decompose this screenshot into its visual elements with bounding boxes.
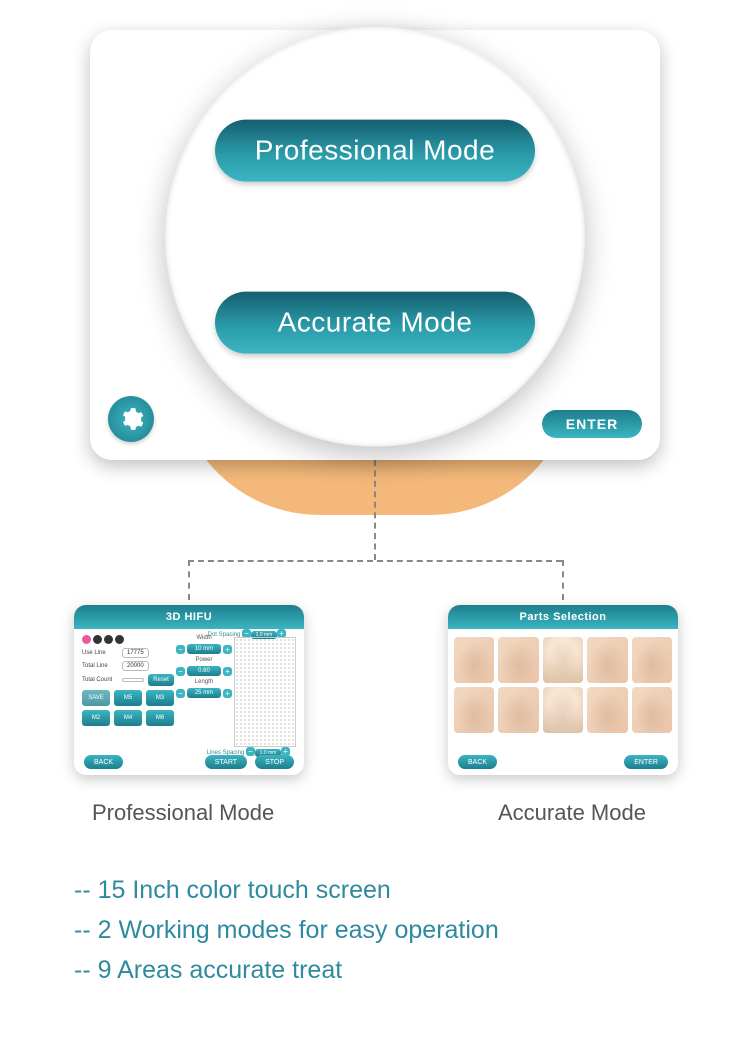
plus-button[interactable]: + bbox=[223, 689, 232, 698]
power-label: Power bbox=[195, 657, 212, 663]
plus-button[interactable]: + bbox=[223, 645, 232, 654]
body-part-tile[interactable] bbox=[498, 637, 538, 683]
pro-screen-title: 3D HIFU bbox=[74, 605, 304, 629]
probe-icon bbox=[104, 635, 113, 644]
feature-list: -- 15 Inch color touch screen -- 2 Worki… bbox=[74, 870, 499, 990]
body-part-tile[interactable] bbox=[454, 637, 494, 683]
accurate-caption: Accurate Mode bbox=[498, 800, 646, 826]
probe-icon bbox=[115, 635, 124, 644]
length-label: Length bbox=[195, 679, 213, 685]
settings-button[interactable] bbox=[108, 396, 154, 442]
probe-icon bbox=[93, 635, 102, 644]
body-part-tile[interactable] bbox=[454, 687, 494, 733]
main-mode-panel: Professional Mode Accurate Mode ENTER bbox=[90, 30, 660, 460]
back-button[interactable]: BACK bbox=[458, 755, 497, 769]
parts-selection-preview: Parts Selection BACK ENTER bbox=[448, 605, 678, 775]
minus-button[interactable]: − bbox=[176, 689, 185, 698]
memory-button[interactable]: M2 bbox=[82, 710, 110, 726]
minus-button[interactable]: − bbox=[176, 645, 185, 654]
memory-button[interactable]: SAVE bbox=[82, 690, 110, 706]
total-line-value: 20000 bbox=[122, 661, 149, 671]
power-value: 0.60 bbox=[187, 666, 221, 676]
professional-mode-button[interactable]: Professional Mode bbox=[215, 120, 535, 182]
body-part-tile[interactable] bbox=[632, 637, 672, 683]
total-count-label: Total Count bbox=[82, 677, 118, 683]
memory-button[interactable]: M6 bbox=[146, 710, 174, 726]
body-part-tile[interactable] bbox=[498, 687, 538, 733]
gear-icon bbox=[118, 406, 144, 432]
mode-magnifier: Professional Mode Accurate Mode bbox=[165, 27, 585, 447]
body-part-tile[interactable] bbox=[543, 637, 583, 683]
use-line-value: 17775 bbox=[122, 648, 149, 658]
memory-button[interactable]: M5 bbox=[114, 690, 142, 706]
width-value: 10 mm bbox=[187, 644, 221, 654]
body-part-tile[interactable] bbox=[632, 687, 672, 733]
parts-screen-title: Parts Selection bbox=[448, 605, 678, 629]
total-count-value bbox=[122, 678, 144, 682]
connector-line bbox=[188, 560, 190, 600]
start-button[interactable]: START bbox=[205, 755, 247, 769]
parts-grid bbox=[448, 629, 678, 733]
stop-button[interactable]: STOP bbox=[255, 755, 294, 769]
probe-icon bbox=[82, 635, 91, 644]
connector-line bbox=[374, 460, 376, 560]
accurate-mode-button[interactable]: Accurate Mode bbox=[215, 292, 535, 354]
back-button[interactable]: BACK bbox=[84, 755, 123, 769]
parts-screen-body: BACK ENTER bbox=[448, 629, 678, 775]
total-line-label: Total Line bbox=[82, 663, 118, 669]
memory-button[interactable]: M4 bbox=[114, 710, 142, 726]
treatment-grid bbox=[234, 637, 296, 747]
connector-line bbox=[562, 560, 564, 600]
body-part-tile[interactable] bbox=[587, 687, 627, 733]
feature-item: -- 9 Areas accurate treat bbox=[74, 950, 499, 990]
body-part-tile[interactable] bbox=[587, 637, 627, 683]
reset-button[interactable]: Reset bbox=[148, 674, 174, 686]
professional-screen-preview: 3D HIFU Use Line 17775 Total Line 20000 … bbox=[74, 605, 304, 775]
memory-button[interactable]: M3 bbox=[146, 690, 174, 706]
pro-screen-body: Use Line 17775 Total Line 20000 Total Co… bbox=[74, 629, 304, 775]
enter-button[interactable]: ENTER bbox=[624, 755, 668, 769]
feature-item: -- 2 Working modes for easy operation bbox=[74, 910, 499, 950]
body-part-tile[interactable] bbox=[543, 687, 583, 733]
professional-caption: Professional Mode bbox=[92, 800, 274, 826]
enter-button[interactable]: ENTER bbox=[542, 410, 642, 438]
use-line-label: Use Line bbox=[82, 650, 118, 656]
connector-line bbox=[188, 560, 562, 562]
feature-item: -- 15 Inch color touch screen bbox=[74, 870, 499, 910]
param-column: Width −10 mm+ Power −0.60+ Length −25 mm… bbox=[184, 635, 224, 698]
plus-button[interactable]: + bbox=[223, 667, 232, 676]
minus-button[interactable]: − bbox=[176, 667, 185, 676]
length-value: 25 mm bbox=[187, 688, 221, 698]
